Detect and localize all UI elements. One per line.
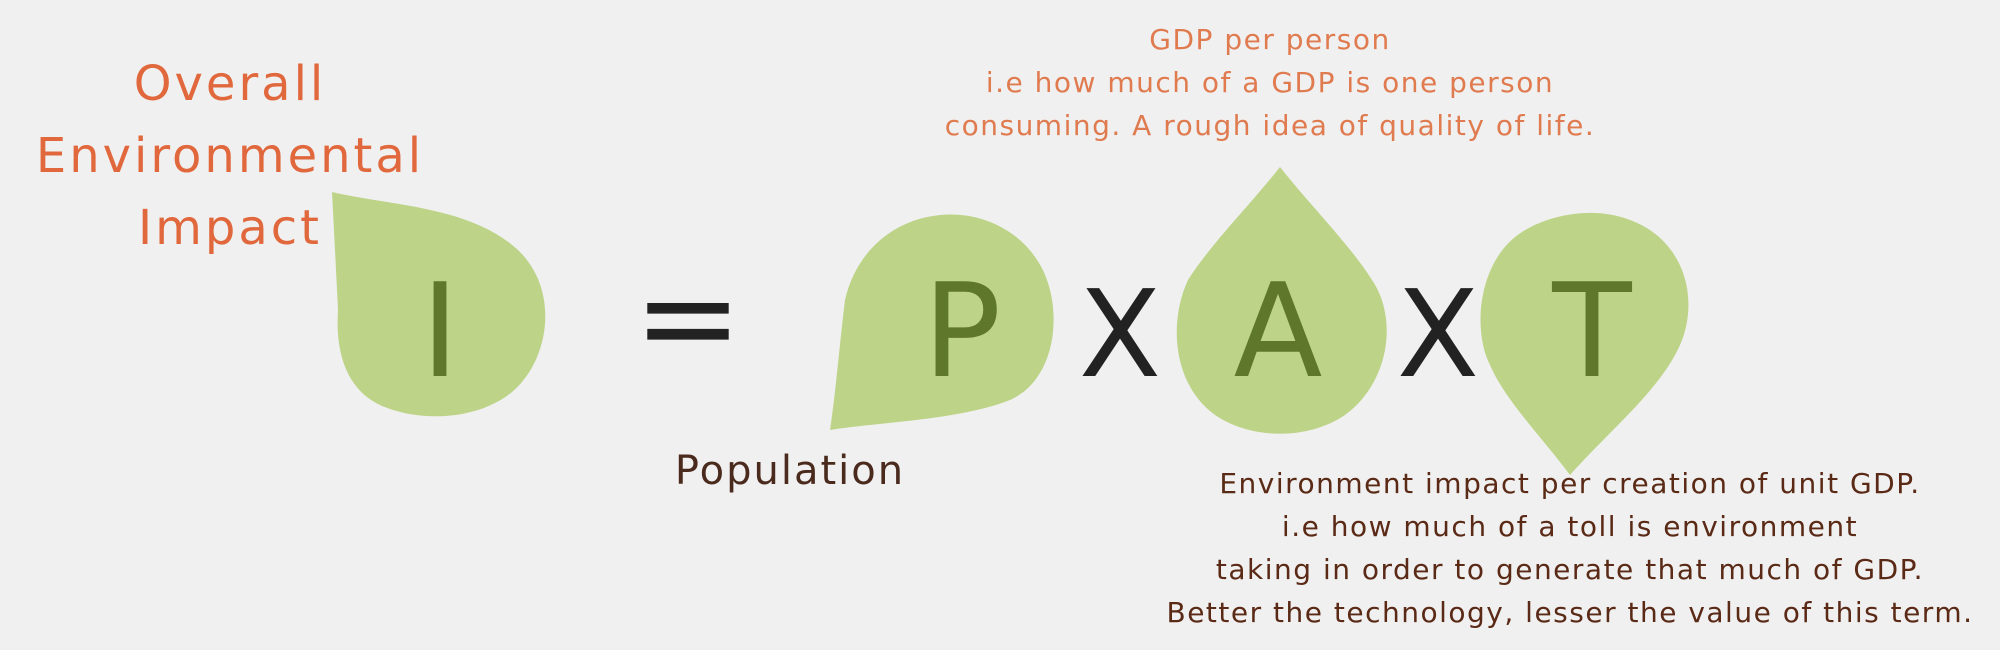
leaf-a-shape: [1176, 167, 1387, 434]
population-label-text: Population: [674, 448, 906, 494]
letter-p: P: [923, 255, 1001, 407]
leaf-i-shape: [332, 192, 546, 417]
equals-sign: =: [634, 241, 743, 393]
technology-note-line-3: taking in order to generate that much of…: [1215, 553, 1925, 586]
affluence-note-line-2: i.e how much of a GDP is one person: [985, 66, 1555, 99]
letter-i: I: [421, 255, 459, 407]
affluence-note-line-3: consuming. A rough idea of quality of li…: [944, 109, 1596, 142]
technology-note-line-4: Better the technology, lesser the value …: [1166, 596, 1974, 629]
impact-label: Overall Environmental Impact: [30, 48, 430, 264]
multiply-sign-1: X: [1079, 266, 1161, 405]
technology-note-line-1: Environment impact per creation of unit …: [1219, 467, 1921, 500]
impact-label-line-2: Environmental: [35, 128, 425, 184]
letter-t: T: [1551, 255, 1632, 407]
technology-note-line-2: i.e how much of a toll is environment: [1281, 510, 1859, 543]
letter-a: A: [1234, 255, 1323, 407]
impact-label-line-1: Overall: [133, 56, 327, 112]
affluence-note-line-1: GDP per person: [1149, 23, 1391, 56]
leaf-t-shape: [1480, 212, 1689, 475]
affluence-note: GDP per person i.e how much of a GDP is …: [880, 18, 1660, 147]
population-label: Population: [640, 446, 940, 496]
leaf-p-shape: [830, 214, 1054, 430]
impact-label-line-3: Impact: [137, 200, 322, 256]
technology-note: Environment impact per creation of unit …: [1150, 462, 1990, 634]
multiply-sign-2: X: [1397, 266, 1479, 405]
